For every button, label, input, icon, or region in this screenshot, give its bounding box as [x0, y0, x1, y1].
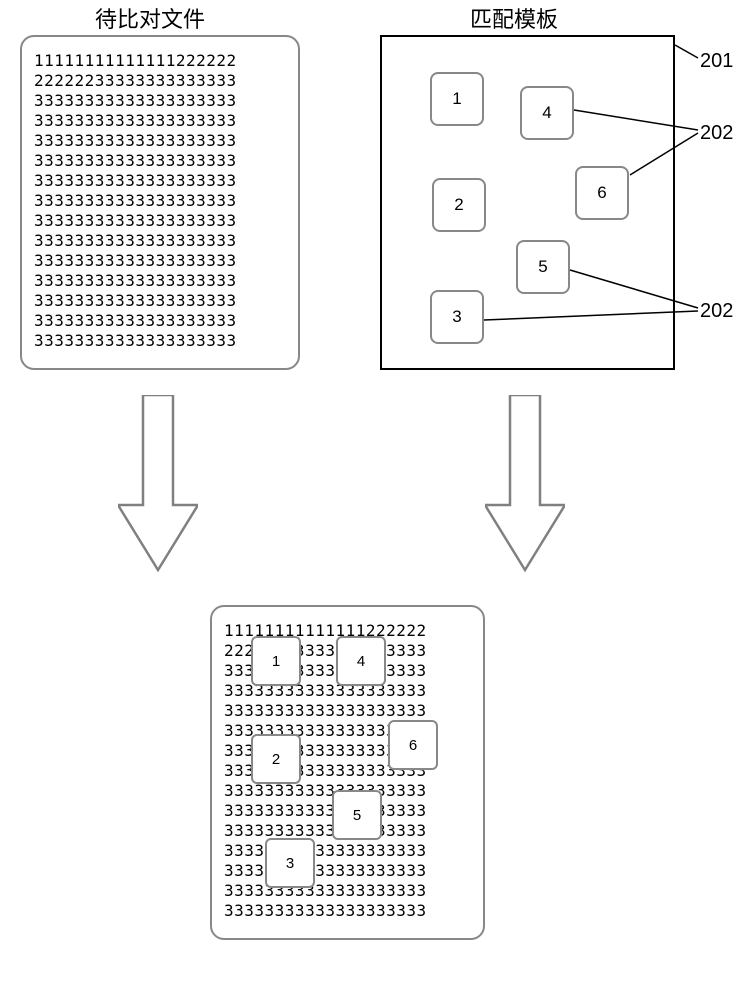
- lead-line-202b: [0, 0, 747, 400]
- combined-node-5: 5: [332, 790, 382, 840]
- combined-node-1: 1: [251, 636, 301, 686]
- combined-node-4: 4: [336, 636, 386, 686]
- arrow-left: [118, 395, 198, 575]
- combined-node-2: 2: [251, 734, 301, 784]
- combined-node-3: 3: [265, 838, 315, 888]
- arrow-right: [485, 395, 565, 575]
- combined-node-6: 6: [388, 720, 438, 770]
